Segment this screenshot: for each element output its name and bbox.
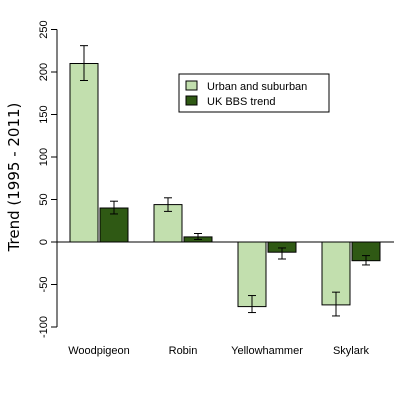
legend-box <box>178 73 330 113</box>
y-tick-label: 150 <box>38 105 50 123</box>
category-label: Robin <box>169 345 198 357</box>
y-tick-label: -50 <box>38 277 50 293</box>
bars <box>69 63 381 308</box>
bar-woodpigeon-urban <box>69 63 99 243</box>
y-tick-label: 50 <box>38 193 50 205</box>
category-label: Yellowhammer <box>231 345 303 357</box>
y-tick-label: -100 <box>38 316 50 338</box>
y-tick-label: 0 <box>38 239 50 245</box>
y-tick-label: 100 <box>38 148 50 166</box>
y-axis-label: Trend (1995 - 2011) <box>5 103 23 253</box>
legend-swatch-uk-bbs <box>185 95 198 106</box>
error-bars <box>80 45 370 317</box>
category-label: Skylark <box>333 345 370 357</box>
category-label: Woodpigeon <box>68 345 130 357</box>
legend: Urban and suburban UK BBS trend <box>178 73 330 113</box>
y-tick-label: 200 <box>38 63 50 81</box>
category-labels: Woodpigeon Robin Yellowhammer Skylark <box>68 345 369 357</box>
y-tick-label: 250 <box>38 20 50 38</box>
legend-label-urban: Urban and suburban <box>207 81 307 93</box>
legend-swatch-urban <box>185 80 198 91</box>
y-axis: -100 -50 0 50 100 150 200 250 <box>38 20 58 338</box>
legend-label-uk-bbs: UK BBS trend <box>207 96 275 108</box>
